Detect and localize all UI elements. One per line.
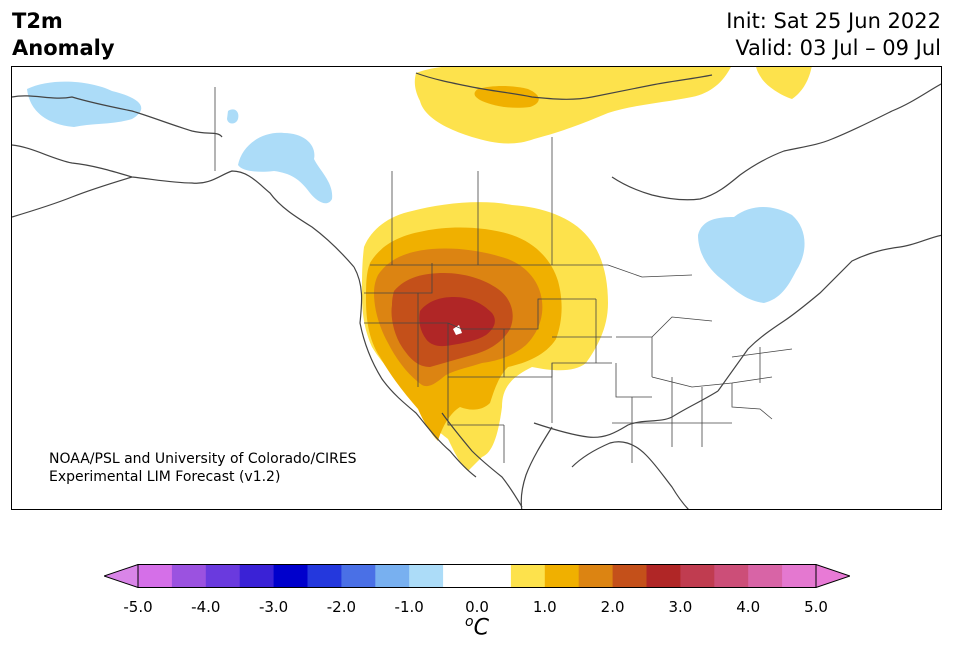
colorbar-cell [138,564,173,588]
colorbar-cell [680,564,715,588]
colorbar [102,563,852,589]
warm-anomaly-arctic [414,67,731,144]
colorbar-cell [612,564,647,588]
colorbar-cell [171,564,207,588]
colorbar-cell [782,564,817,588]
warm-anomaly-west-level5 [419,297,495,347]
colorbar-cell [205,564,241,588]
colorbar-cell [714,564,749,588]
colorbar-cell [544,564,580,588]
unit-label: oC [465,614,489,641]
map-title: T2m Anomaly [12,8,115,62]
colorbar-tick-label: -2.0 [326,598,357,616]
credit-line-1: NOAA/PSL and University of Colorado/CIRE… [49,451,357,467]
colorbar-svg [102,563,852,589]
cold-anomaly-alaska [27,81,142,127]
colorbar-cell [307,564,342,588]
colorbar-cell [341,564,376,588]
credit-line-2: Experimental LIM Forecast (v1.2) [49,469,281,485]
cold-anomaly-small [227,109,239,124]
colorbar-tick-label: -5.0 [123,598,153,616]
colorbar-cell [477,564,512,588]
colorbar-tick-label: 5.0 [804,598,828,616]
colorbar-tick-label: 4.0 [736,598,761,616]
map-panel [11,66,942,510]
cold-anomaly-great-lakes [698,207,805,303]
forecast-dates: Init: Sat 25 Jun 2022 Valid: 03 Jul – 09… [726,8,941,62]
colorbar-cell [375,564,410,588]
political-borders [214,87,793,463]
colorbar-cell [273,564,308,588]
colorbar-cell [578,564,614,588]
title-line-1: T2m [12,9,63,33]
valid-date: Valid: 03 Jul – 09 Jul [735,36,941,60]
anomaly-map [12,67,941,509]
warm-anomaly-arctic-core [474,86,539,108]
credit-text: NOAA/PSL and University of Colorado/CIRE… [49,450,357,486]
colorbar-cell [646,564,681,588]
colorbar-tick-label: 1.0 [532,598,557,616]
warm-anomaly-arctic-east [756,67,812,99]
colorbar-cell [443,564,478,588]
colorbar-cell [510,564,546,588]
colorbar-cell [409,564,444,588]
colorbar-under-arrow [102,563,139,589]
title-line-2: Anomaly [12,36,115,60]
coastlines [12,72,941,509]
warm-anomaly-center [453,325,462,335]
colorbar-tick-label: 2.0 [600,598,625,616]
init-date: Init: Sat 25 Jun 2022 [726,9,941,33]
colorbar-tick-label: 3.0 [668,598,693,616]
colorbar-tick-label: -4.0 [191,598,221,616]
colorbar-tick-label: -1.0 [394,598,424,616]
colorbar-tick-label: 0.0 [465,598,489,616]
colorbar-over-arrow [815,563,852,589]
colorbar-cell [748,564,783,588]
cold-anomaly-yukon [238,132,333,204]
colorbar-tick-label: -3.0 [258,598,289,616]
colorbar-cell [239,564,275,588]
